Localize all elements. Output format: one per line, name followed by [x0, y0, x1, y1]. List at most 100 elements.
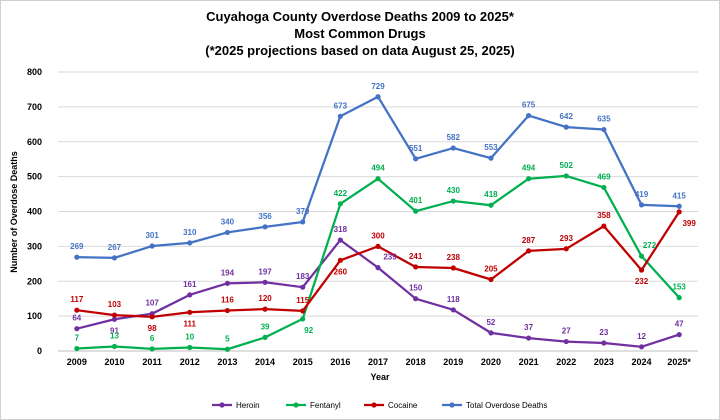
y-tick-label: 700: [27, 102, 42, 112]
x-tick-label: 2012: [180, 357, 200, 367]
data-point: [676, 295, 682, 301]
data-label: 272: [643, 241, 657, 250]
data-point: [300, 316, 306, 322]
data-point: [187, 292, 193, 298]
data-label: 117: [70, 295, 83, 304]
data-point: [450, 198, 456, 204]
data-label: 7: [75, 334, 80, 343]
chart-subtitle: Most Common Drugs: [294, 26, 426, 41]
series-points: [74, 94, 682, 352]
data-label: 37: [524, 323, 533, 332]
data-point: [601, 340, 607, 346]
data-point: [638, 344, 645, 350]
y-axis-ticks: 0 100 200 300 400 500 600 700 800: [27, 67, 42, 356]
data-point: [149, 346, 155, 352]
x-tick-label: 2025*: [667, 357, 691, 367]
y-tick-label: 400: [27, 207, 42, 217]
data-label: 419: [635, 190, 649, 199]
data-label: 107: [145, 299, 159, 308]
data-label: 194: [221, 268, 235, 277]
legend-label: Fentanyl: [310, 401, 341, 410]
data-label: 318: [334, 225, 348, 234]
data-label: 553: [484, 143, 498, 152]
x-tick-label: 2013: [217, 357, 237, 367]
legend-label: Total Overdose Deaths: [466, 401, 547, 410]
data-point: [300, 219, 306, 225]
data-label: 635: [597, 115, 611, 124]
legend-swatch-marker: [219, 402, 225, 408]
data-label: 150: [409, 284, 423, 293]
data-label: 161: [183, 280, 197, 289]
y-tick-label: 500: [27, 172, 42, 182]
data-point: [149, 243, 155, 249]
data-label: 301: [145, 231, 159, 240]
data-point: [111, 316, 118, 322]
data-point: [375, 94, 381, 100]
data-label: 399: [682, 219, 696, 228]
data-point: [337, 201, 343, 207]
data-point: [638, 253, 645, 259]
data-point: [525, 176, 532, 182]
data-label: 642: [560, 112, 574, 121]
data-point: [187, 344, 193, 351]
legend-label: Cocaine: [388, 401, 418, 410]
y-tick-label: 800: [27, 67, 42, 77]
data-point: [262, 224, 268, 230]
data-point: [525, 335, 532, 341]
data-label: 13: [110, 331, 119, 340]
data-point: [224, 307, 231, 314]
data-point: [450, 145, 456, 151]
data-point: [262, 334, 268, 340]
chart-note: (*2025 projections based on data August …: [205, 43, 515, 58]
data-point: [111, 343, 118, 350]
chart-title: Cuyahoga County Overdose Deaths 2009 to …: [206, 9, 514, 24]
data-label: 269: [70, 242, 84, 251]
data-point: [262, 306, 268, 312]
x-tick-label: 2023: [594, 357, 614, 367]
data-point: [638, 202, 645, 208]
data-label: 47: [675, 320, 684, 329]
data-point: [224, 346, 231, 352]
data-point: [525, 112, 532, 119]
data-point: [450, 307, 456, 313]
x-tick-label: 2021: [519, 357, 539, 367]
data-label: 260: [334, 267, 348, 276]
data-label: 116: [221, 296, 234, 305]
data-label: 418: [484, 190, 498, 199]
x-tick-label: 2009: [67, 357, 87, 367]
x-tick-label: 2018: [406, 357, 426, 367]
data-label: 10: [185, 333, 194, 342]
data-label: 673: [334, 101, 348, 110]
data-label: 92: [304, 326, 313, 335]
data-point: [300, 284, 306, 290]
data-point: [337, 113, 343, 119]
data-point: [300, 308, 306, 314]
data-label: 675: [522, 101, 536, 110]
x-tick-label: 2024: [632, 357, 652, 367]
data-point: [488, 330, 494, 336]
data-point: [375, 176, 381, 182]
data-label: 27: [562, 327, 571, 336]
data-point: [563, 338, 569, 345]
data-point: [375, 243, 381, 249]
series-line-fentanyl: [76, 174, 681, 351]
data-point: [563, 246, 569, 252]
data-point: [149, 314, 155, 320]
data-label: 729: [371, 82, 385, 91]
data-point: [525, 248, 532, 254]
data-point: [488, 155, 494, 161]
data-point: [601, 223, 607, 229]
data-point: [601, 126, 607, 133]
data-point: [111, 312, 118, 318]
x-tick-label: 2014: [255, 357, 275, 367]
y-tick-label: 200: [27, 276, 42, 286]
x-tick-label: 2019: [443, 357, 463, 367]
data-point: [450, 265, 456, 271]
data-point: [413, 296, 419, 302]
x-tick-label: 2022: [556, 357, 576, 367]
x-tick-label: 2010: [104, 357, 124, 367]
data-point: [413, 156, 419, 162]
data-label: 239: [383, 253, 397, 262]
data-label: 356: [258, 212, 272, 221]
